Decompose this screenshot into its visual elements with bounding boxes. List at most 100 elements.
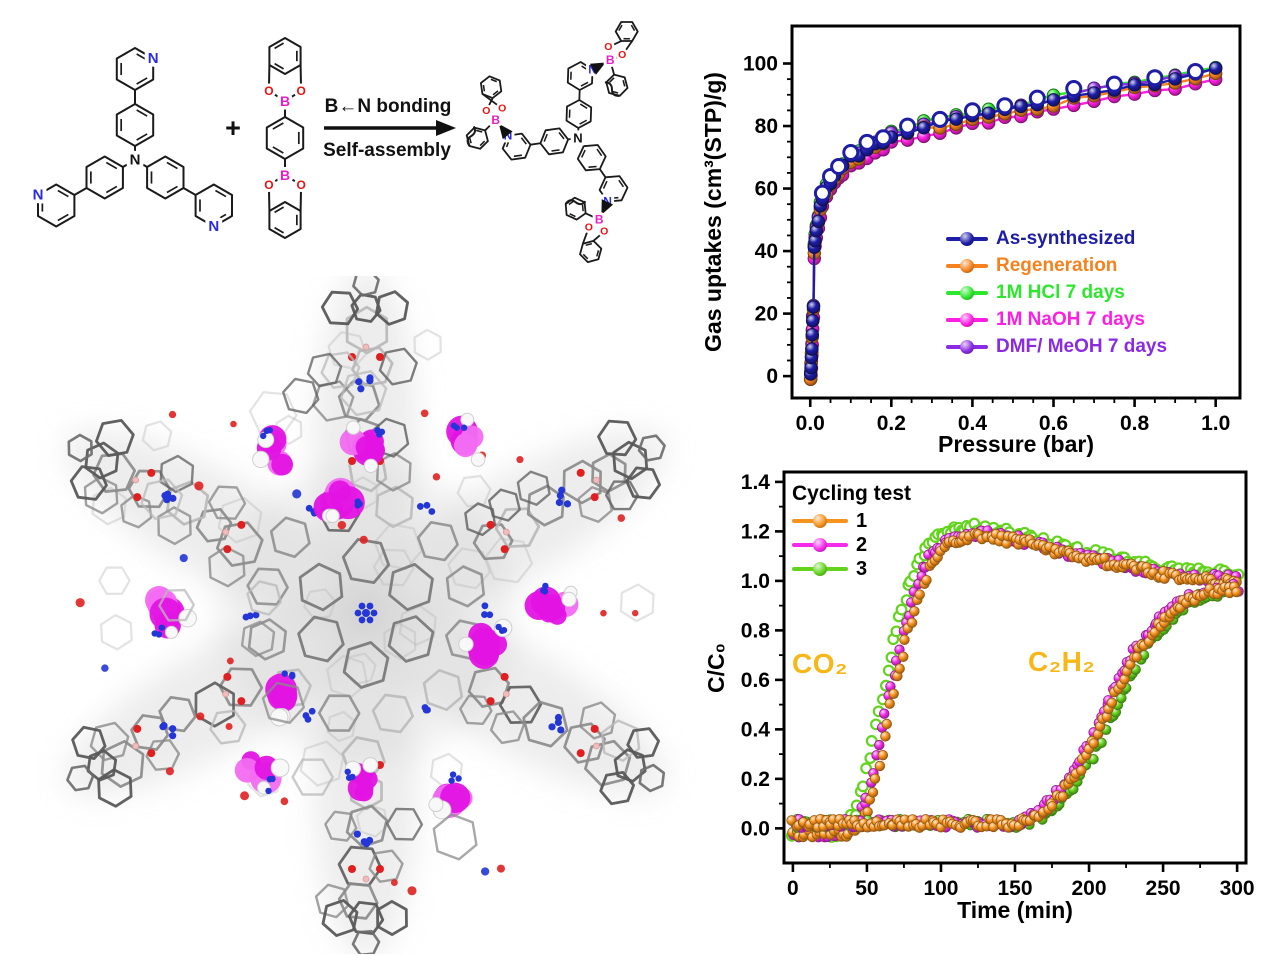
- annotation-co2: CO₂: [792, 648, 848, 679]
- svg-text:1.4: 1.4: [741, 471, 771, 494]
- svg-text:B: B: [491, 113, 500, 127]
- svg-text:O: O: [482, 105, 490, 117]
- svg-text:N: N: [588, 62, 597, 76]
- svg-text:O: O: [264, 84, 273, 98]
- svg-text:0.4: 0.4: [958, 412, 988, 435]
- legend-ball-icon: [960, 231, 974, 246]
- svg-text:N: N: [33, 187, 44, 204]
- isotherm-axes-layer: 0.0 0.2 0.4 0.6 0.8 1.0 0 20 40 60 80 100: [743, 24, 1242, 435]
- legend-label: As-synthesized: [996, 228, 1136, 249]
- svg-text:0.6: 0.6: [1039, 412, 1068, 435]
- svg-text:80: 80: [755, 115, 778, 138]
- legend-label: DMF/ MeOH 7 days: [996, 336, 1168, 357]
- svg-text:B: B: [595, 213, 604, 227]
- legend-marker-line: [946, 285, 988, 300]
- svg-text:0.8: 0.8: [1120, 412, 1150, 435]
- svg-text:0.2: 0.2: [741, 768, 770, 791]
- svg-text:N: N: [603, 194, 612, 208]
- cycling-legend: Cycling test 1 2 3: [792, 482, 911, 580]
- breakthrough-y-axis-title: C/C₀: [703, 643, 729, 693]
- legend-ball-icon: [960, 258, 974, 273]
- isotherm-series-layer: [803, 60, 1223, 386]
- svg-text:N: N: [208, 218, 219, 235]
- svg-text:O: O: [296, 84, 305, 98]
- svg-text:0: 0: [787, 877, 799, 900]
- svg-text:60: 60: [755, 178, 778, 201]
- svg-text:250: 250: [1146, 877, 1181, 900]
- isotherm-x-axis-title: Pressure (bar): [938, 431, 1094, 457]
- svg-text:N: N: [504, 129, 513, 143]
- legend-item-cycle-1: 1: [792, 510, 911, 532]
- svg-text:1.0: 1.0: [741, 570, 770, 593]
- svg-text:0.6: 0.6: [741, 669, 770, 692]
- svg-text:0.0: 0.0: [741, 817, 770, 840]
- svg-text:O: O: [264, 178, 273, 192]
- legend-ball-icon: [813, 537, 827, 552]
- legend-marker-line: [946, 258, 988, 273]
- legend-marker-line: [792, 537, 848, 552]
- legend-marker-line: [792, 561, 848, 576]
- isotherm-chart-panel: 0.0 0.2 0.4 0.6 0.8 1.0 0 20 40 60 80 100 Gas uptak…: [700, 0, 1268, 460]
- svg-text:0.4: 0.4: [741, 718, 771, 741]
- svg-text:N: N: [148, 50, 159, 67]
- legend-label: 2: [856, 533, 868, 556]
- svg-text:O: O: [604, 41, 612, 53]
- svg-text:B: B: [280, 93, 290, 109]
- legend-ball-icon: [813, 513, 827, 528]
- svg-text:0.0: 0.0: [796, 412, 825, 435]
- plus-sign: +: [225, 113, 241, 143]
- legend-label: 1M NaOH 7 days: [996, 309, 1145, 330]
- svg-text:200: 200: [1072, 877, 1107, 900]
- legend-ball-icon: [960, 339, 974, 354]
- legend-item-regeneration: Regeneration: [946, 255, 1167, 277]
- legend-label: 3: [856, 557, 868, 580]
- crystal-structure-rendering: [65, 276, 667, 954]
- legend-item-naoh: 1M NaOH 7 days: [946, 309, 1167, 331]
- svg-text:O: O: [618, 49, 626, 61]
- svg-text:0.2: 0.2: [877, 412, 906, 435]
- svg-text:20: 20: [755, 303, 778, 326]
- legend-ball-icon: [960, 312, 974, 327]
- svg-text:1.0: 1.0: [1201, 412, 1230, 435]
- svg-text:N: N: [573, 131, 582, 146]
- svg-text:B: B: [606, 53, 615, 67]
- arrow-label-self-assembly: Self-assembly: [323, 140, 451, 161]
- breakthrough-series-layer: [785, 517, 1245, 843]
- legend-item-cycle-3: 3: [792, 558, 911, 580]
- legend-marker-line: [946, 339, 988, 354]
- svg-text:O: O: [498, 103, 506, 115]
- svg-text:1.2: 1.2: [741, 520, 770, 543]
- legend-item-dmf-meoh: DMF/ MeOH 7 days: [946, 336, 1167, 358]
- legend-label: 1M HCl 7 days: [996, 282, 1125, 303]
- legend-marker-line: [946, 231, 988, 246]
- svg-text:100: 100: [743, 53, 778, 76]
- svg-text:50: 50: [855, 877, 878, 900]
- crystal-framework-layer: [65, 276, 667, 954]
- svg-text:B: B: [280, 167, 290, 183]
- svg-text:40: 40: [755, 240, 778, 263]
- legend-label: Regeneration: [996, 255, 1118, 276]
- cycling-legend-title: Cycling test: [792, 482, 912, 505]
- svg-text:O: O: [600, 226, 608, 238]
- crystal-structure-panel: [18, 276, 710, 954]
- svg-text:N: N: [130, 152, 141, 169]
- svg-text:0: 0: [766, 365, 778, 388]
- isotherm-y-axis-title: Gas uptakes (cm³(STP)/g): [700, 72, 726, 352]
- breakthrough-chart-panel: 0 50 100 150 200 250 300 0.0 0.2 0.4 0.6 0.8 1.0 1.2 1…: [700, 460, 1268, 956]
- legend-item-as-synthesized: As-synthesized: [946, 228, 1167, 250]
- legend-item-hcl: 1M HCl 7 days: [946, 282, 1167, 304]
- breakthrough-x-axis-title: Time (min): [957, 897, 1073, 923]
- breakthrough-chart: 0 50 100 150 200 250 300 0.0 0.2 0.4 0.6 0.8 1.0 1.2 1…: [703, 470, 1255, 923]
- svg-text:150: 150: [997, 877, 1032, 900]
- isotherm-legend: As-synthesized Regeneration 1M HCl 7 day…: [946, 228, 1167, 358]
- isotherm-chart: 0.0 0.2 0.4 0.6 0.8 1.0 0 20 40 60 80 100 Gas uptak…: [700, 24, 1242, 457]
- arrow-label-bn-bonding: B←N bonding: [324, 96, 452, 117]
- svg-text:100: 100: [923, 877, 958, 900]
- legend-item-cycle-2: 2: [792, 534, 911, 556]
- legend-ball-icon: [960, 285, 974, 300]
- legend-marker-line: [792, 513, 848, 528]
- breakthrough-axes-layer: 0 50 100 150 200 250 300 0.0 0.2 0.4 0.6 0.8 1.0 1.2 1…: [741, 470, 1255, 900]
- svg-text:O: O: [585, 221, 593, 233]
